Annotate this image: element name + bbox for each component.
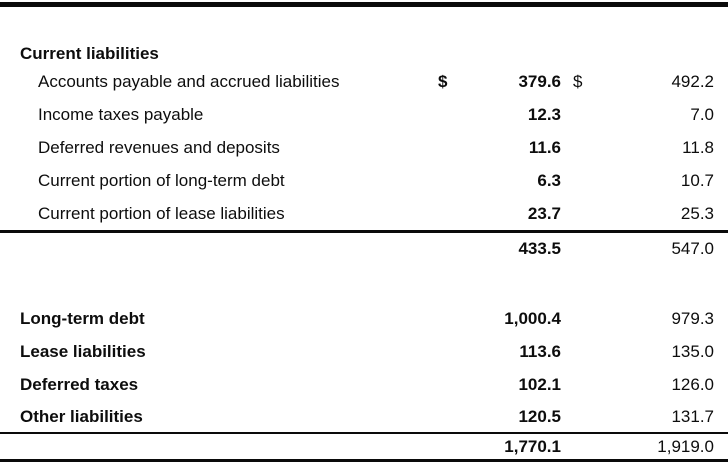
row-label: Current portion of lease liabilities (38, 203, 285, 223)
value-prior-year: 25.3 (680, 203, 714, 223)
subtotal-rule (0, 230, 728, 233)
currency-symbol: $ (573, 71, 583, 91)
row-label: Other liabilities (20, 406, 143, 426)
value-prior-year: 10.7 (680, 170, 714, 190)
row-label: Long-term debt (20, 309, 145, 328)
current-liabilities-heading: Current liabilities (20, 44, 159, 63)
table-row-other-liabilities: Other liabilities 120.5 131.7 (0, 402, 728, 432)
table-row-lease-liabilities: Lease liabilities 113.6 135.0 (0, 336, 728, 369)
table-row-current-portion-ltd: Current portion of long-term debt 6.3 10… (0, 164, 728, 197)
row-label: Deferred taxes (20, 375, 139, 394)
value-prior-year: 126.0 (671, 375, 714, 394)
value-prior-year: 492.2 (671, 71, 714, 91)
grand-total-current-year: 1,770.1 (504, 436, 561, 456)
value-current-year: 23.7 (527, 203, 561, 223)
table-row-deferred-revenues: Deferred revenues and deposits 11.6 11.8 (0, 131, 728, 164)
row-label: Deferred revenues and deposits (38, 137, 280, 157)
table-row-current-portion-lease: Current portion of lease liabilities 23.… (0, 197, 728, 230)
table-row-long-term-debt: Long-term debt 1,000.4 979.3 (0, 303, 728, 336)
subtotal-prior-year: 547.0 (671, 238, 714, 258)
row-label: Income taxes payable (38, 104, 204, 124)
value-current-year: 113.6 (519, 342, 561, 361)
value-current-year: 102.1 (518, 375, 561, 394)
table-row-current-liabilities-total: 433.5 547.0 (0, 233, 728, 265)
value-current-year: 1,000.4 (504, 309, 561, 328)
value-current-year: 12.3 (527, 104, 561, 124)
value-current-year: 120.5 (518, 406, 561, 426)
section-gap (0, 265, 728, 303)
row-label: Accounts payable and accrued liabilities (38, 71, 340, 91)
value-current-year: 6.3 (537, 170, 561, 190)
table-row-total-liabilities: 1,770.1 1,919.0 (0, 434, 728, 459)
bottom-border-rule (0, 459, 728, 462)
value-prior-year: 135.0 (671, 342, 714, 361)
value-prior-year: 131.7 (671, 406, 714, 426)
top-border-rule (0, 2, 728, 7)
currency-symbol: $ (438, 71, 448, 91)
table-row-deferred-taxes: Deferred taxes 102.1 126.0 (0, 369, 728, 402)
table-row-income-taxes: Income taxes payable 12.3 7.0 (0, 98, 728, 131)
value-current-year: 379.6 (518, 71, 561, 91)
row-label: Lease liabilities (20, 342, 146, 361)
value-prior-year: 11.8 (682, 137, 714, 157)
subtotal-current-year: 433.5 (518, 238, 561, 258)
table-row-accounts-payable: Accounts payable and accrued liabilities… (0, 65, 728, 98)
value-prior-year: 979.3 (671, 309, 714, 328)
value-prior-year: 7.0 (690, 104, 714, 124)
row-label: Current portion of long-term debt (38, 170, 285, 190)
grand-total-prior-year: 1,919.0 (657, 436, 714, 456)
grand-total-top-rule (0, 431, 728, 434)
value-current-year: 11.6 (528, 137, 561, 157)
